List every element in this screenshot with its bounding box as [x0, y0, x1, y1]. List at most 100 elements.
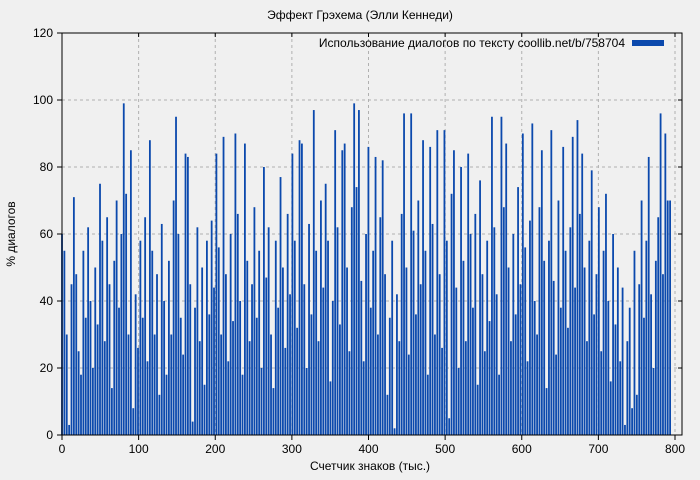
impulse-bar [505, 143, 508, 436]
impulse-bar [305, 368, 308, 435]
impulse-bar [286, 213, 289, 435]
impulse-bar [559, 307, 562, 435]
x-tick-label: 400 [358, 442, 378, 456]
impulse-bar [445, 240, 448, 435]
impulse-bar [101, 240, 104, 435]
impulse-bar [645, 240, 648, 435]
impulse-bar [170, 334, 173, 435]
impulse-bar [664, 133, 667, 435]
impulse-bar [543, 260, 546, 435]
impulse-bar [476, 384, 479, 435]
impulse-bar [455, 287, 458, 435]
x-tick-label: 300 [282, 442, 302, 456]
impulse-bar [588, 240, 591, 435]
impulse-bar [567, 327, 569, 435]
y-tick-label: 20 [40, 361, 54, 375]
impulse-bar [422, 140, 424, 435]
impulse-bar [481, 274, 484, 435]
impulse-bar [108, 284, 111, 435]
y-axis-label: % диалогов [4, 201, 18, 266]
impulse-bar [82, 250, 85, 435]
impulse-bar [96, 324, 99, 435]
impulse-bar [557, 200, 560, 435]
impulse-bar [436, 130, 439, 435]
impulse-bar [348, 351, 351, 435]
impulse-bar [203, 384, 206, 435]
impulse-bar [552, 280, 555, 435]
impulse-bar [106, 217, 109, 435]
impulse-bar [217, 247, 220, 435]
impulse-bar [94, 267, 97, 435]
impulse-bar [407, 354, 410, 435]
impulse-bar [277, 307, 280, 435]
impulse-bar [141, 317, 144, 435]
impulse-bar [341, 150, 344, 435]
impulse-bar [555, 354, 557, 435]
impulse-bar [367, 146, 370, 435]
impulse-bar [186, 156, 189, 435]
impulse-bar [578, 213, 581, 435]
impulse-bar [657, 217, 660, 435]
impulse-bar [372, 250, 375, 435]
impulse-bar [144, 217, 147, 435]
impulse-bar [350, 207, 353, 435]
impulse-bar [322, 287, 325, 435]
impulse-bar [538, 207, 541, 435]
impulse-bar [536, 334, 538, 435]
impulse-bar [614, 324, 617, 435]
y-tick-label: 0 [46, 428, 53, 442]
impulse-bar [63, 250, 66, 435]
impulse-bar [191, 421, 194, 435]
impulse-bar [410, 113, 413, 436]
impulse-bar [502, 207, 505, 435]
impulse-bar [488, 321, 491, 435]
impulse-bar [491, 116, 493, 435]
impulse-bar [248, 341, 251, 435]
impulse-bar [308, 223, 310, 435]
impulse-bar [398, 341, 401, 435]
impulse-bar [113, 260, 116, 435]
tick-labels: 0 100 200 300 400 500 600 700 800 0 20 40 60 80 100 120 [33, 26, 685, 456]
legend-label: Использование диалогов по тексту coollib… [319, 36, 625, 50]
x-tick-label: 200 [205, 442, 225, 456]
impulse-bar [540, 150, 543, 435]
impulse-bar [99, 183, 101, 435]
impulse-bar [255, 317, 258, 435]
impulse-bar [172, 200, 175, 435]
impulse-bar [483, 351, 486, 435]
impulse-bar [225, 274, 227, 435]
impulse-bar [643, 317, 645, 435]
impulse-bar [163, 301, 166, 435]
legend-swatch [632, 40, 664, 46]
impulse-bar [524, 247, 527, 435]
impulse-bar [334, 130, 337, 435]
impulse-bar [638, 284, 641, 435]
impulse-bar [635, 394, 638, 435]
y-tick-label: 60 [40, 227, 54, 241]
impulse-bar [365, 234, 367, 435]
impulse-bar [654, 260, 657, 435]
impulse-bar [310, 314, 313, 435]
impulse-bar [129, 150, 132, 435]
impulse-bar [118, 307, 120, 435]
impulse-bar [512, 234, 515, 435]
impulse-bar [569, 227, 572, 435]
impulse-bar [400, 213, 403, 435]
impulse-bar [517, 187, 519, 435]
impulse-bar [251, 284, 253, 435]
impulse-bar [227, 361, 230, 435]
impulse-bar [590, 170, 593, 435]
plot-border [61, 32, 683, 436]
impulse-bar [474, 213, 477, 435]
impulse-bar [72, 197, 75, 435]
impulse-bar [448, 418, 451, 435]
impulse-bar [279, 177, 282, 436]
impulse-bar [317, 341, 320, 435]
impulse-bar [533, 301, 536, 435]
impulse-bar [624, 424, 626, 435]
impulse-bar [405, 267, 408, 435]
impulse-bar [498, 374, 500, 435]
impulse-bar [246, 260, 249, 435]
impulse-bar [270, 334, 272, 435]
impulse-bar [68, 424, 71, 435]
